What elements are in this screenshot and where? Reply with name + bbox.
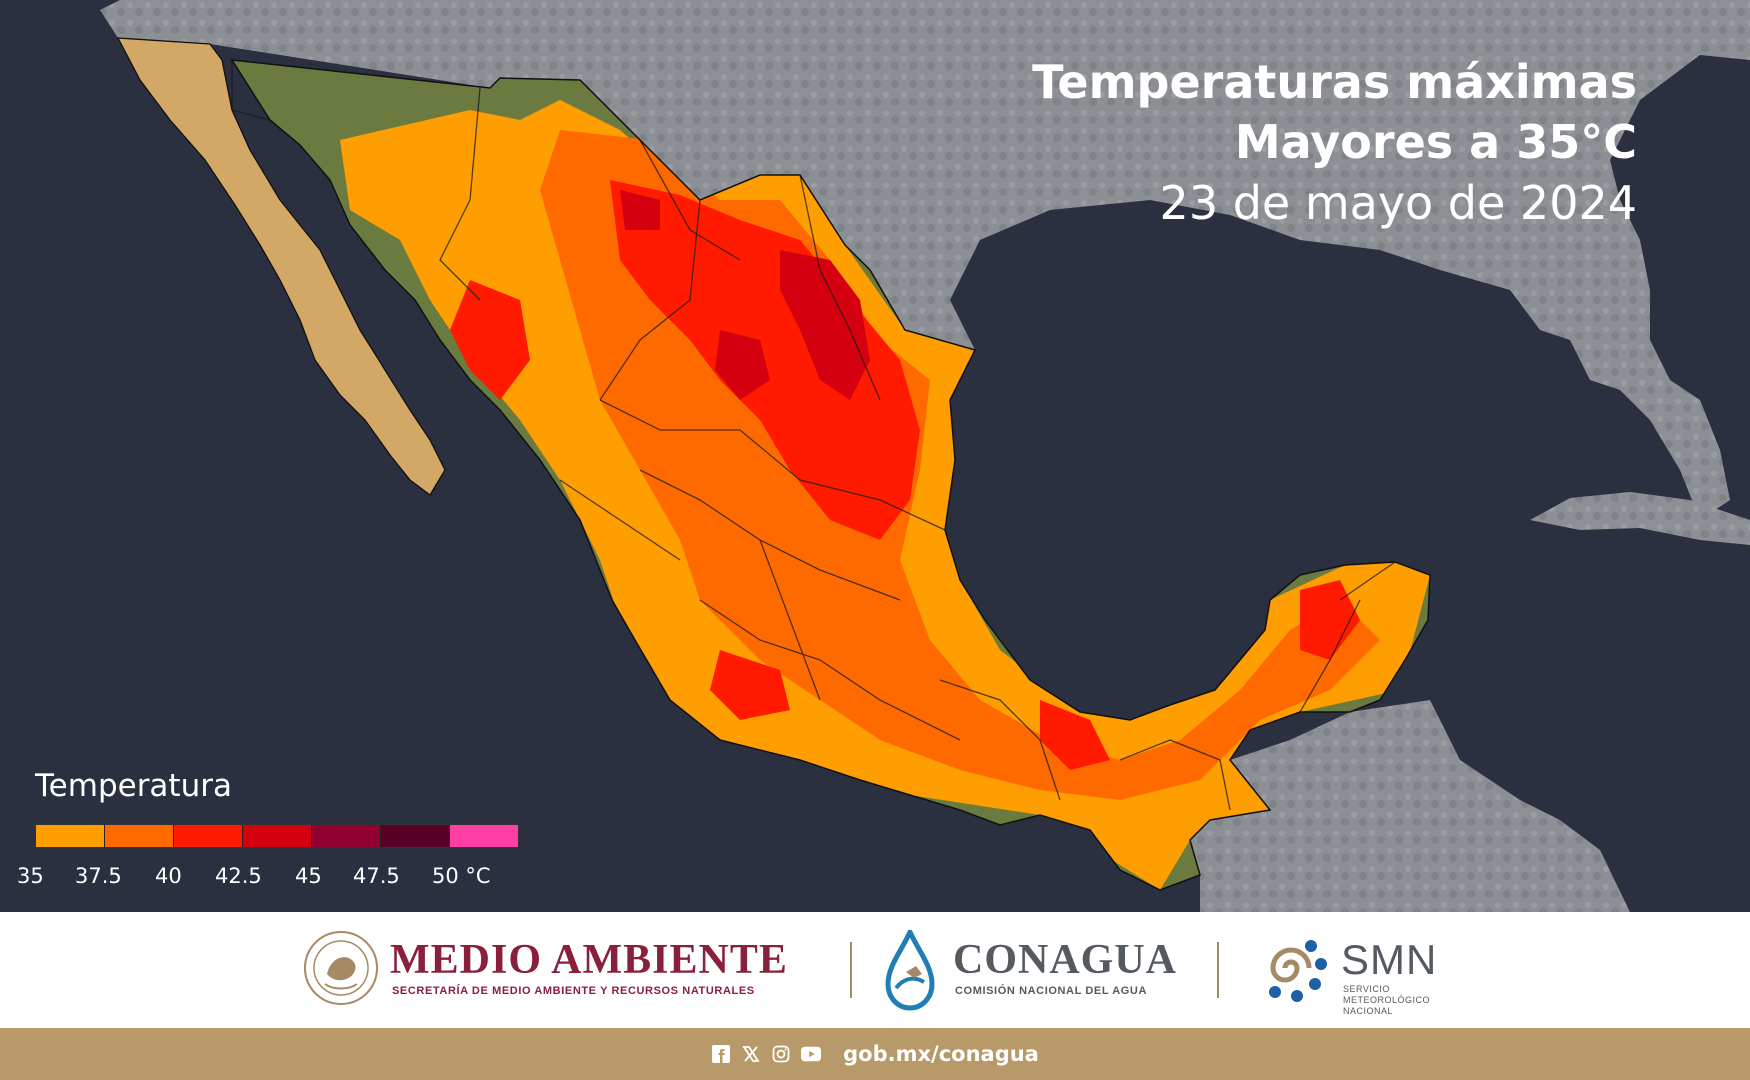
medio-ambiente-subtitle: SECRETARÍA DE MEDIO AMBIENTE Y RECURSOS … xyxy=(392,985,755,997)
smn-name: SMN xyxy=(1341,936,1438,983)
footer-bar: gob.mx/conagua xyxy=(0,1028,1750,1080)
legend-tick: 45 xyxy=(295,864,322,888)
legend-swatch xyxy=(36,825,105,847)
facebook-icon[interactable] xyxy=(711,1044,731,1064)
smn-swirl-icon xyxy=(1269,940,1327,1002)
legend-swatch xyxy=(105,825,174,847)
map-title-block: Temperaturas máximas Mayores a 35°C 23 d… xyxy=(1032,52,1637,234)
legend-swatch xyxy=(174,825,243,847)
smn-subtitle: Servicio Meteorológico Nacional xyxy=(1343,984,1431,1016)
map-canvas xyxy=(100,0,1750,912)
institution-logos: MEDIO AMBIENTE SECRETARÍA DE MEDIO AMBIE… xyxy=(0,912,1750,1028)
logo-divider xyxy=(850,942,852,998)
legend-tick: 37.5 xyxy=(75,864,122,888)
mexico-outline xyxy=(230,59,1431,891)
band-40 xyxy=(450,180,1360,770)
footer-url-link[interactable]: gob.mx/conagua xyxy=(843,1042,1039,1066)
legend-tick: 42.5 xyxy=(215,864,262,888)
legend-title: Temperatura xyxy=(35,768,232,804)
logo-divider xyxy=(1217,942,1219,998)
map-title: Temperaturas máximas xyxy=(1032,55,1637,109)
baja-outline xyxy=(116,37,446,496)
legend-swatch xyxy=(450,825,518,847)
state-borders xyxy=(231,60,1396,811)
baja-california xyxy=(118,38,445,495)
cuba xyxy=(1530,492,1750,545)
x-icon[interactable] xyxy=(741,1044,761,1064)
band-42-5 xyxy=(620,190,870,400)
temperature-bands xyxy=(340,100,1430,890)
legend-tick: 47.5 xyxy=(353,864,400,888)
map-subtitle: Mayores a 35°C xyxy=(1234,115,1637,169)
legend-swatch xyxy=(243,825,312,847)
legend-tick: 40 xyxy=(155,864,182,888)
legend-swatch xyxy=(381,825,450,847)
instagram-icon[interactable] xyxy=(771,1044,791,1064)
youtube-icon[interactable] xyxy=(801,1044,822,1064)
conagua-subtitle: COMISIÓN NACIONAL DEL AGUA xyxy=(955,985,1148,997)
legend-tick: 50 °C xyxy=(432,864,491,888)
legend-swatch xyxy=(312,825,381,847)
mexico-seal-icon xyxy=(304,931,378,1005)
central-america xyxy=(1190,700,1630,912)
conagua-name: CONAGUA xyxy=(953,937,1177,983)
temperature-map: Temperaturas máximas Mayores a 35°C 23 d… xyxy=(0,0,1750,912)
legend-ticks: 35 37.5 40 42.5 45 47.5 50 °C xyxy=(0,864,560,894)
conagua-drop-icon xyxy=(885,930,935,1011)
us-landmass xyxy=(100,0,1750,520)
legend-color-bar xyxy=(35,824,519,848)
medio-ambiente-name: MEDIO AMBIENTE xyxy=(390,937,788,983)
map-date: 23 de mayo de 2024 xyxy=(1159,176,1637,230)
legend-tick: 35 xyxy=(17,864,44,888)
